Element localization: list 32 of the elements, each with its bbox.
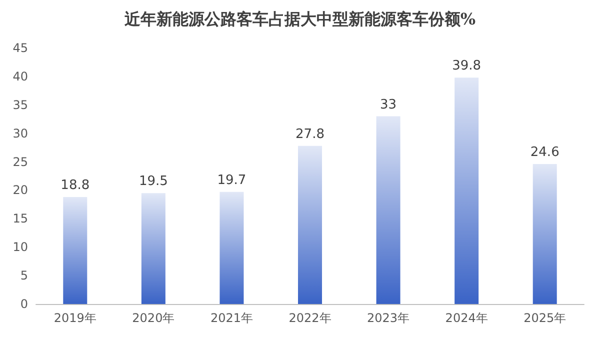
data-label: 18.8 (60, 178, 90, 194)
x-tick-label: 2021年 (210, 311, 253, 325)
bar (454, 78, 479, 304)
x-tick-label: 2020年 (132, 311, 175, 325)
data-label: 33 (380, 97, 397, 112)
y-tick-label: 30 (12, 126, 28, 140)
data-label: 27.8 (296, 126, 324, 142)
chart-title: 近年新能源公路客车占据大中型新能源客车份额% (123, 10, 476, 28)
bar (220, 192, 244, 304)
x-tick-label: 2023年 (367, 311, 410, 325)
y-tick-label: 5 (20, 268, 28, 283)
y-tick-label: 10 (12, 240, 28, 254)
y-tick-label: 0 (20, 297, 28, 311)
bar (141, 193, 166, 304)
data-label: 19.5 (138, 174, 168, 190)
x-tick-label: 2024年 (445, 311, 488, 325)
bar (376, 116, 400, 304)
data-label: 39.8 (452, 58, 482, 74)
y-tick-label: 15 (12, 212, 28, 226)
y-tick-label: 25 (12, 154, 28, 169)
data-label: 19.7 (217, 172, 246, 188)
bar (298, 146, 322, 304)
x-tick-label: 2022年 (288, 311, 332, 325)
bar (532, 164, 557, 304)
y-tick-label: 35 (12, 98, 28, 112)
bar (63, 197, 88, 304)
x-tick-label: 2025年 (524, 311, 566, 325)
y-tick-label: 20 (12, 183, 28, 198)
y-tick-label: 40 (12, 69, 28, 84)
x-tick-label: 2019年 (54, 311, 96, 325)
y-tick-label: 45 (12, 41, 28, 55)
data-label: 24.6 (530, 145, 560, 160)
